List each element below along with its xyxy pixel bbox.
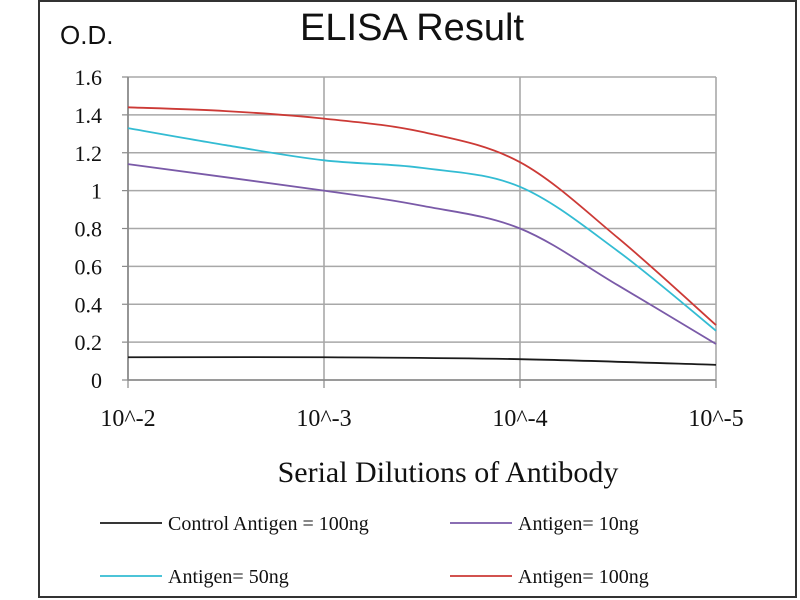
y-tick-label: 0.4 xyxy=(75,292,103,317)
x-tick-labels: 10^-2 10^-3 10^-4 10^-5 xyxy=(100,406,743,432)
y-tick-labels: 0 0.2 0.4 0.6 0.8 1 1.2 1.4 1.6 xyxy=(75,65,103,393)
y-tick-label: 1 xyxy=(91,179,102,204)
chart-title: ELISA Result xyxy=(300,7,524,49)
legend-label: Antigen= 50ng xyxy=(168,566,289,588)
series-line-1 xyxy=(127,356,717,366)
y-tick-label: 0 xyxy=(91,368,102,393)
series-line-3 xyxy=(127,127,717,332)
legend: Control Antigen = 100ng Antigen= 10ng Anti… xyxy=(100,513,649,588)
legend-label: Antigen= 10ng xyxy=(518,513,639,535)
series-lines xyxy=(127,106,717,366)
y-tick-label: 1.2 xyxy=(75,141,103,166)
y-tick-label: 0.8 xyxy=(75,217,103,242)
x-tick-label: 10^-5 xyxy=(688,406,743,432)
y-axis-label: O.D. xyxy=(60,20,113,50)
y-tick-label: 1.4 xyxy=(75,103,103,128)
x-tick-label: 10^-4 xyxy=(492,406,547,432)
y-tick-label: 1.6 xyxy=(75,65,103,90)
legend-label: Antigen= 100ng xyxy=(518,566,649,588)
series-line-2 xyxy=(127,163,717,345)
y-tick-label: 0.6 xyxy=(75,254,103,279)
legend-label: Control Antigen = 100ng xyxy=(168,513,369,535)
y-tick-label: 0.2 xyxy=(75,330,103,355)
x-tick-label: 10^-3 xyxy=(296,406,351,432)
x-tick-label: 10^-2 xyxy=(100,406,155,432)
chart-frame xyxy=(38,0,797,598)
grid xyxy=(122,76,717,388)
x-axis-label: Serial Dilutions of Antibody xyxy=(278,456,619,489)
series-line-4 xyxy=(127,106,717,326)
